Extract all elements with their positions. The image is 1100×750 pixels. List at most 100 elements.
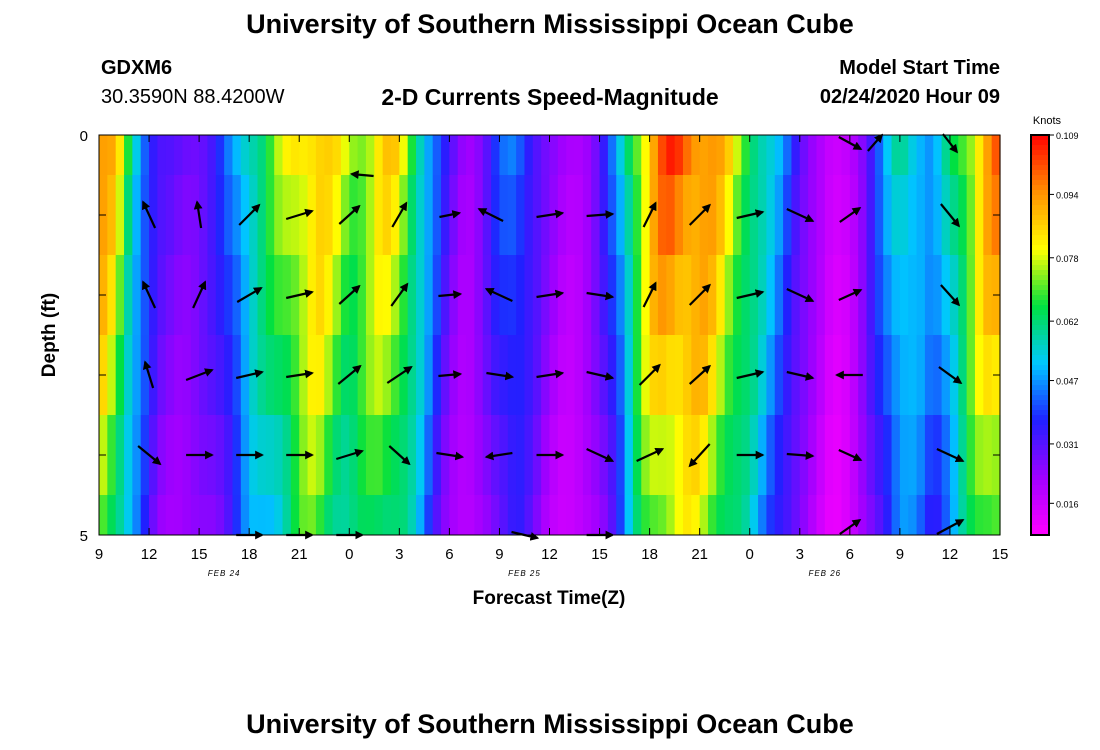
- heatmap-cell: [899, 495, 909, 535]
- heatmap-cell: [674, 415, 684, 495]
- heatmap-cell: [416, 255, 425, 335]
- heatmap-cell: [974, 175, 984, 255]
- heatmap-cell: [132, 175, 142, 255]
- colorbar-tick-label: 0.078: [1056, 254, 1079, 264]
- heatmap-cell: [307, 135, 317, 175]
- heatmap-cell: [407, 135, 417, 175]
- heatmap-cell: [390, 135, 400, 175]
- heatmap-cell: [457, 335, 467, 415]
- heatmap-cell: [149, 135, 158, 175]
- heatmap-cell: [641, 135, 651, 175]
- heatmap-cell: [182, 495, 192, 535]
- heatmap-cell: [916, 495, 926, 535]
- heatmap-cell: [574, 415, 584, 495]
- heatmap-cell: [365, 335, 375, 415]
- heatmap-cell: [466, 255, 476, 335]
- heatmap-cell: [182, 335, 192, 415]
- current-vector-arrow: [386, 366, 413, 384]
- colorbar-unit-label: Knots: [1033, 115, 1062, 127]
- heatmap-cell: [207, 335, 217, 415]
- heatmap-cell: [424, 495, 434, 535]
- heatmap-cell: [416, 415, 425, 495]
- heatmap-cell: [949, 415, 959, 495]
- heatmap-cell: [374, 495, 384, 535]
- heatmap-cell: [641, 175, 651, 255]
- heatmap-cell: [374, 335, 384, 415]
- heatmap-cell: [449, 135, 459, 175]
- x-tick-label: 3: [395, 546, 403, 563]
- heatmap-cell: [432, 495, 442, 535]
- heatmap-cell: [182, 175, 192, 255]
- heatmap-cell: [315, 255, 325, 335]
- colorbar-segment: [1031, 375, 1049, 381]
- current-vector-arrow: [285, 208, 314, 221]
- heatmap-cell: [691, 495, 701, 535]
- heatmap-cell: [224, 255, 234, 335]
- heatmap-cell: [132, 135, 142, 175]
- heatmap-cell: [399, 255, 409, 335]
- heatmap-cell: [582, 335, 592, 415]
- current-vector-arrow: [438, 290, 463, 300]
- current-vector-arrow: [238, 203, 261, 226]
- current-vector-arrow: [391, 201, 408, 228]
- colorbar-segment: [1031, 390, 1049, 396]
- heatmap-cell: [791, 175, 801, 255]
- heatmap-cell: [507, 175, 517, 255]
- heatmap-cell: [474, 135, 484, 175]
- heatmap-cell: [416, 495, 425, 535]
- heatmap-cell: [908, 495, 918, 535]
- heatmap-cell: [524, 175, 534, 255]
- x-tick-label: 12: [141, 546, 158, 563]
- heatmap-cell: [924, 415, 934, 495]
- current-vector-arrow: [936, 448, 965, 463]
- heatmap-cell: [190, 335, 200, 415]
- heatmap-cell: [766, 255, 776, 335]
- heatmap-cell: [491, 255, 501, 335]
- heatmap-cell: [165, 495, 175, 535]
- current-vector-arrow: [736, 369, 765, 380]
- heatmap-cell: [624, 175, 634, 255]
- heatmap-cell: [641, 335, 651, 415]
- heatmap-cell: [733, 135, 742, 175]
- colorbar-segment: [1031, 180, 1049, 186]
- x-tick-label: 9: [95, 546, 103, 563]
- current-vector-arrow: [185, 368, 214, 382]
- heatmap-cell: [424, 255, 434, 335]
- heatmap-cell: [874, 255, 884, 335]
- heatmap-cell: [682, 415, 692, 495]
- heatmap-cell: [416, 335, 425, 415]
- heatmap-cell: [783, 255, 793, 335]
- heatmap-cell: [933, 335, 943, 415]
- heatmap-cell: [107, 135, 117, 175]
- colorbar-segment: [1031, 480, 1049, 486]
- heatmap-cell: [774, 255, 784, 335]
- heatmap-cell: [741, 495, 751, 535]
- current-vector-arrow: [642, 201, 657, 228]
- current-vector-arrow: [688, 443, 711, 468]
- heatmap-cell: [165, 415, 175, 495]
- colorbar-segment: [1031, 330, 1049, 336]
- heatmap-cell: [866, 135, 876, 175]
- heatmap-cell: [215, 175, 225, 255]
- current-vector-arrow: [536, 369, 565, 379]
- heatmap-cell: [574, 175, 584, 255]
- heatmap-cell: [674, 175, 684, 255]
- colorbar-segment: [1031, 510, 1049, 516]
- heatmap-cell: [833, 415, 843, 495]
- heatmap-cell: [107, 255, 117, 335]
- heatmap-cell: [841, 495, 851, 535]
- heatmap-cell: [424, 335, 434, 415]
- heatmap-cell: [207, 175, 217, 255]
- heatmap-cell: [941, 415, 951, 495]
- chart-title: 2-D Currents Speed-Magnitude: [381, 84, 719, 110]
- heatmap-cell: [599, 135, 609, 175]
- heatmap-cell: [916, 255, 926, 335]
- heatmap-cell: [708, 255, 717, 335]
- heatmap-cell: [466, 495, 476, 535]
- x-tick-label: 18: [241, 546, 258, 563]
- heatmap-cell: [741, 135, 751, 175]
- heatmap-cell: [974, 255, 984, 335]
- current-vector-arrow: [193, 200, 203, 229]
- current-vector-arrow: [938, 366, 963, 385]
